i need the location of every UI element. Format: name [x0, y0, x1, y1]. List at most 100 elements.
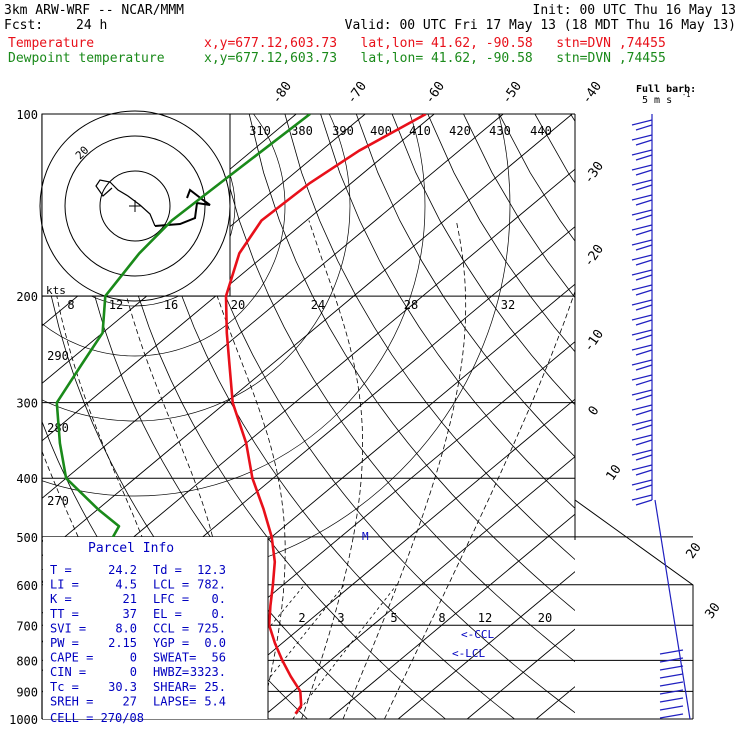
- wind-barb: [659, 705, 684, 711]
- dry-adiabat-line: [391, 114, 575, 406]
- isotherm-line: [259, 456, 575, 719]
- isotherm-line: [328, 513, 575, 719]
- wind-barb: [635, 349, 653, 356]
- parcel-value: 56: [212, 651, 226, 665]
- hodograph-ring-value: 12: [109, 298, 123, 312]
- theta-label-left: 290: [47, 349, 69, 363]
- wind-barb: [635, 229, 653, 236]
- parcel-key: T =: [50, 563, 72, 577]
- wind-barb: [631, 344, 653, 351]
- temperature-legend: Temperature: [8, 36, 95, 51]
- parcel-key: LCL =: [153, 578, 189, 592]
- dry-adiabat-line: [105, 114, 447, 719]
- isotherm-label: -40: [579, 79, 605, 107]
- wind-barb: [635, 289, 653, 296]
- wind-barb: [631, 254, 653, 261]
- parcel-value: 12.3: [197, 563, 226, 577]
- wind-barb: [631, 119, 653, 126]
- mixing-ratio-label: 8: [438, 611, 445, 625]
- hodograph-trace: [154, 188, 211, 227]
- wind-barb: [635, 244, 653, 251]
- pressure-label: 500: [16, 531, 38, 545]
- wind-barb: [635, 319, 653, 326]
- wind-barb: [659, 657, 684, 663]
- wind-barb: [631, 434, 653, 441]
- isotherm-line: [42, 114, 504, 499]
- moist-adiabat-line: [342, 220, 467, 719]
- pressure-label: 900: [16, 685, 38, 699]
- temperature-location: x,y=677.12,603.73 lat,lon= 41.62, -90.58…: [204, 36, 666, 51]
- wind-barb: [635, 274, 653, 281]
- parcel-value: 3323.: [190, 665, 226, 679]
- hodograph-ring: [64, 135, 206, 277]
- wind-barb: [631, 209, 653, 216]
- wind-barb: [631, 479, 653, 486]
- dewpoint-legend: Dewpoint temperature: [8, 51, 165, 66]
- mixing-ratio-line: [292, 584, 398, 719]
- parcel-key: LAPSE=: [153, 694, 196, 708]
- hodograph-ring-arc: [42, 114, 426, 497]
- mixing-ratio-label: 12: [478, 611, 492, 625]
- parcel-value: 8.0: [115, 621, 137, 635]
- wind-barb: [631, 224, 653, 231]
- moist-adiabat-line: [384, 290, 575, 719]
- pressure-label: 800: [16, 654, 38, 668]
- wind-barb: [635, 454, 653, 461]
- wind-barb: [635, 169, 653, 176]
- wind-barb: [631, 164, 653, 171]
- isotherm-label: 10: [603, 462, 624, 483]
- forecast-hour: 24 h: [76, 18, 108, 33]
- isotherm-label: -50: [499, 79, 525, 107]
- theta-label: 420: [449, 124, 471, 138]
- pressure-label: 100: [16, 108, 38, 122]
- barb-key-exponent: -1: [682, 91, 690, 99]
- isotherm-label: -80: [269, 79, 295, 107]
- isotherm-line: [42, 168, 575, 614]
- parcel-value: 5.4: [204, 694, 226, 708]
- parcel-info-panel: Parcel Info T = 24.2 Td = 12.3 LI = 4.5 LCL = 78…: [43, 537, 269, 725]
- isotherm-label: -20: [581, 242, 607, 270]
- dry-adiabat-line: [606, 114, 740, 732]
- wind-barb: [631, 284, 653, 291]
- parcel-key: CCL =: [153, 621, 189, 635]
- isotherm-label: 20: [683, 540, 704, 561]
- isotherm-line: [190, 398, 575, 719]
- wind-barb: [659, 697, 684, 703]
- wind-barb: [635, 154, 653, 161]
- pressure-label: 300: [16, 397, 38, 411]
- isotherm-label: -60: [422, 79, 448, 107]
- parcel-value: 25.: [204, 680, 226, 694]
- wind-barbs: [631, 119, 684, 719]
- parcel-value: 37: [123, 607, 137, 621]
- wind-barb: [631, 314, 653, 321]
- hodograph-units: kts: [46, 284, 66, 297]
- moist-adiabat-line: [194, 220, 286, 719]
- theta-label: 390: [332, 124, 354, 138]
- dry-adiabat-line: [534, 114, 575, 184]
- isotherm-line: [42, 114, 573, 557]
- wind-barb: [631, 419, 653, 426]
- hodograph-ring-value: 24: [311, 298, 325, 312]
- parcel-value: 0: [130, 665, 137, 679]
- parcel-value: 27: [123, 694, 137, 708]
- wind-barb: [659, 649, 684, 655]
- barb-key-title: Full barb:: [636, 84, 696, 95]
- barb-frame-edge: [574, 499, 694, 719]
- parcel-panel-title: Parcel Info: [88, 541, 174, 556]
- pressure-label: 600: [16, 579, 38, 593]
- parcel-key: SWEAT=: [153, 651, 196, 665]
- wind-barb: [659, 673, 684, 679]
- dry-adiabat-line: [463, 114, 575, 299]
- parcel-value: 2.15: [108, 636, 137, 650]
- parcel-key: CAPE =: [50, 651, 93, 665]
- theta-label-left: 270: [47, 494, 69, 508]
- parcel-value: 0.0: [204, 636, 226, 650]
- wind-barb: [631, 404, 653, 411]
- isotherm-label: 30: [702, 600, 723, 621]
- parcel-panel-bg: [43, 537, 268, 719]
- parcel-key: PW =: [50, 636, 79, 650]
- parcel-key: SHEAR=: [153, 680, 196, 694]
- parcel-value: 782.: [197, 578, 226, 592]
- parcel-cell: CELL = 270/08: [50, 711, 144, 725]
- parcel-key: K =: [50, 592, 72, 606]
